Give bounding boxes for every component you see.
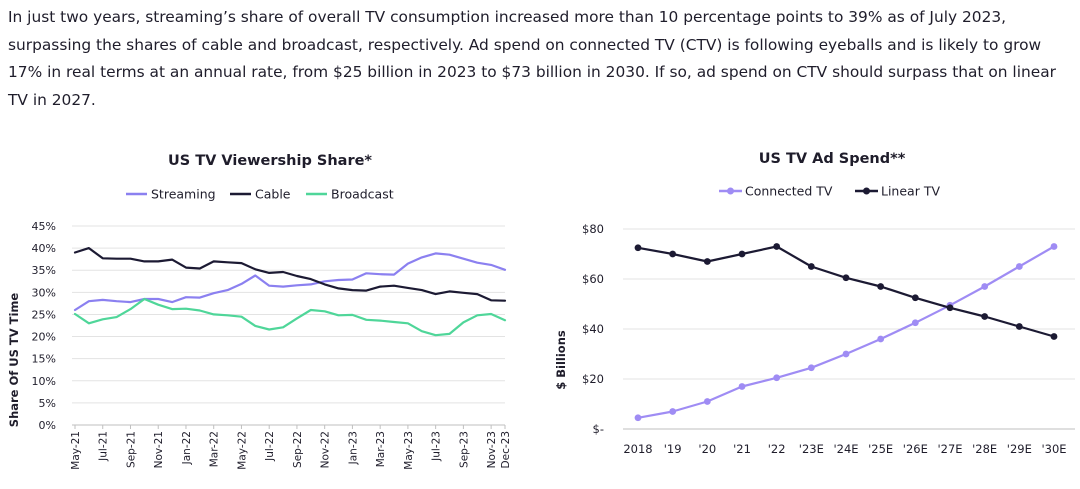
x-tick-label: May-23: [403, 431, 415, 470]
x-tick-label: '21: [733, 442, 751, 456]
data-point-connected-tv: [807, 364, 815, 372]
x-tick-label: '30E: [1041, 442, 1066, 456]
series-line-connected-tv: [637, 245, 1055, 419]
legend-label-connected-tv: Connected TV: [745, 184, 833, 199]
x-tick-label: '20: [698, 442, 716, 456]
y-tick-label: $20: [582, 372, 604, 386]
y-tick-label: 30%: [32, 286, 56, 299]
x-tick-label: Sep-23: [458, 431, 470, 468]
data-point-connected-tv: [842, 350, 850, 358]
x-tick-label: Nov-22: [320, 431, 332, 468]
data-point-connected-tv: [773, 374, 781, 382]
legend-marker-connected-tv: [727, 187, 734, 195]
y-tick-label: 15%: [32, 353, 56, 366]
y-tick-label: 10%: [32, 375, 56, 388]
data-point-linear-tv: [634, 244, 642, 252]
y-axis-label: $ Billions: [554, 330, 568, 390]
x-tick-label: May-21: [70, 431, 82, 470]
data-point-connected-tv: [877, 335, 885, 343]
legend-label-streaming: Streaming: [151, 187, 216, 202]
x-tick-label: 2018: [623, 442, 652, 456]
data-point-connected-tv: [981, 283, 989, 290]
x-tick-label: Sep-22: [292, 431, 304, 468]
series-line-broadcast: [73, 297, 507, 337]
viewership-share-chart: US TV Viewership Share* Streaming Cable …: [0, 140, 540, 485]
y-tick-label: $60: [582, 272, 604, 286]
y-tick-label: 40%: [32, 242, 56, 255]
y-tick-label: $-: [593, 422, 604, 436]
x-tick-label: Jan-23: [347, 431, 359, 465]
legend: Streaming Cable Broadcast: [126, 187, 394, 202]
y-tick-label: 0%: [39, 419, 56, 432]
legend-label-broadcast: Broadcast: [331, 187, 394, 202]
data-point-linear-tv: [1015, 323, 1023, 330]
x-tick-label: Mar-22: [209, 431, 221, 467]
data-point-linear-tv: [738, 250, 746, 258]
data-point-connected-tv: [738, 383, 746, 390]
y-tick-label: 35%: [32, 264, 56, 277]
y-tick-label: $80: [582, 222, 604, 236]
legend-label-linear-tv: Linear TV: [881, 184, 940, 199]
series-line-linear-tv: [637, 245, 1055, 338]
data-point-linear-tv: [877, 283, 885, 290]
chart-title: US TV Viewership Share*: [168, 153, 372, 169]
x-tick-label: '27E: [937, 442, 962, 456]
data-point-linear-tv: [669, 250, 677, 258]
y-tick-label: 20%: [32, 331, 56, 344]
x-tick-label: Jul-23: [431, 431, 443, 462]
legend-marker-linear-tv: [863, 187, 870, 195]
x-tick-label: Jan-22: [181, 431, 193, 465]
series-line-cable: [73, 247, 507, 302]
data-point-linear-tv: [1050, 333, 1058, 340]
y-tick-label: 25%: [32, 308, 56, 321]
x-tick-label: Dec-23: [500, 431, 512, 468]
data-point-linear-tv: [703, 258, 711, 265]
data-point-linear-tv: [981, 313, 989, 320]
y-tick-label: $40: [582, 322, 604, 336]
x-tick-label: Mar-23: [375, 431, 387, 467]
x-tick-label: Nov-21: [153, 431, 165, 468]
data-point-linear-tv: [807, 263, 815, 270]
x-tick-label: '23E: [799, 442, 824, 456]
legend-label-cable: Cable: [255, 187, 291, 202]
data-point-connected-tv: [911, 319, 919, 327]
chart-title: US TV Ad Spend**: [759, 151, 906, 167]
data-point-linear-tv: [946, 304, 954, 312]
data-point-connected-tv: [669, 408, 677, 415]
y-tick-label: 5%: [39, 397, 56, 410]
x-tick-label: '24E: [833, 442, 858, 456]
x-tick-label: May-22: [236, 431, 248, 470]
x-tick-label: Jul-21: [98, 431, 110, 462]
x-tick-label: '28E: [972, 442, 997, 456]
legend: Connected TV Linear TV: [719, 184, 940, 199]
data-point-connected-tv: [703, 398, 711, 405]
data-point-linear-tv: [842, 274, 850, 282]
data-point-connected-tv: [1050, 243, 1058, 250]
y-axis-label: Share Of US TV Time: [7, 293, 21, 428]
x-tick-label: '29E: [1007, 442, 1032, 456]
data-point-connected-tv: [1015, 263, 1023, 270]
ad-spend-chart: US TV Ad Spend** Connected TV Linear TV …: [545, 140, 1080, 485]
data-point-connected-tv: [634, 414, 642, 422]
x-tick-label: Nov-23: [486, 431, 498, 468]
x-tick-label: Sep-21: [125, 431, 137, 468]
intro-paragraph: In just two years, streaming’s share of …: [8, 8, 1056, 109]
x-tick-label: '22: [768, 442, 786, 456]
x-tick-label: '19: [664, 442, 682, 456]
data-point-linear-tv: [773, 243, 781, 250]
x-tick-label: Jul-22: [264, 431, 276, 462]
x-tick-label: '25E: [868, 442, 893, 456]
y-tick-label: 45%: [32, 220, 56, 233]
data-point-linear-tv: [911, 294, 919, 302]
x-tick-label: '26E: [903, 442, 928, 456]
